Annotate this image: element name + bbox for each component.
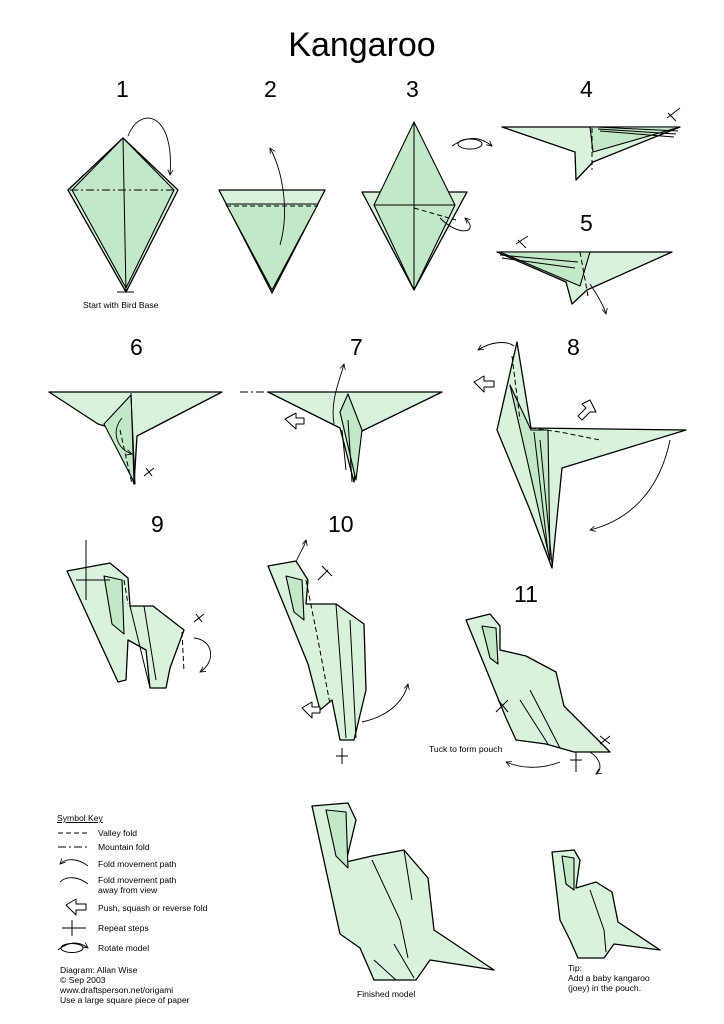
step-number-10: 10 [328, 511, 354, 537]
fold-movement-icon [60, 860, 89, 867]
symbol-key-heading: Symbol Key [57, 813, 103, 823]
fold-away-icon [59, 877, 89, 885]
step-9-figure [66, 540, 211, 689]
baby-kangaroo-figure [551, 849, 661, 959]
step-number-1: 1 [116, 76, 129, 102]
finished-caption: Finished model [357, 989, 416, 999]
rotate-model-key-icon [60, 943, 84, 953]
symbol-key-icons [57, 832, 89, 953]
key-label-away-2: away from view [98, 885, 158, 895]
step-2-figure [218, 148, 326, 294]
tuck-caption: Tuck to form pouch [429, 744, 503, 754]
page-title: Kangaroo [288, 26, 436, 64]
tip-line-2: (joey) in the pouch. [568, 983, 642, 993]
step-number-6: 6 [130, 334, 143, 360]
step-number-7: 7 [350, 334, 363, 360]
credit-url: www.draftsperson.net/origami [60, 985, 174, 995]
key-label-mountain: Mountain fold [98, 842, 150, 852]
step-6-figure [48, 391, 223, 485]
start-caption: Start with Bird Base [83, 300, 159, 310]
step-number-2: 2 [264, 76, 277, 102]
key-label-valley: Valley fold [98, 828, 138, 838]
key-label-push: Push, squash or reverse fold [98, 903, 208, 913]
step-10-figure [267, 540, 408, 764]
step-1-figure [67, 117, 179, 293]
step-8-figure [473, 341, 687, 569]
step-number-11: 11 [514, 581, 538, 607]
repeat-steps-icon [62, 920, 86, 936]
step-7-figure [240, 364, 443, 483]
push-icon [65, 898, 87, 916]
step-number-4: 4 [580, 76, 593, 102]
step-number-9: 9 [151, 511, 164, 537]
step-number-3: 3 [406, 76, 419, 102]
step-number-8: 8 [567, 334, 580, 360]
credit-date: © Sep 2003 [60, 975, 106, 985]
step-5-figure [496, 235, 673, 314]
key-label-rotate: Rotate model [98, 943, 150, 953]
key-label-away: Fold movement path [98, 875, 177, 885]
key-label-repeat: Repeat steps [98, 923, 149, 933]
credit-diagram: Diagram: Allan Wise [60, 965, 138, 975]
finished-model-figure [311, 802, 495, 981]
key-label-movement: Fold movement path [98, 859, 177, 869]
rotate-model-icon [451, 138, 492, 150]
step-4-figure [501, 107, 681, 181]
step-11-figure [465, 613, 611, 774]
tip-heading: Tip: [568, 963, 583, 973]
step-3-figure [361, 121, 470, 291]
step-number-5: 5 [580, 210, 593, 236]
credit-paper-note: Use a large square piece of paper [60, 995, 190, 1005]
tip-line-1: Add a baby kangaroo [568, 973, 650, 983]
